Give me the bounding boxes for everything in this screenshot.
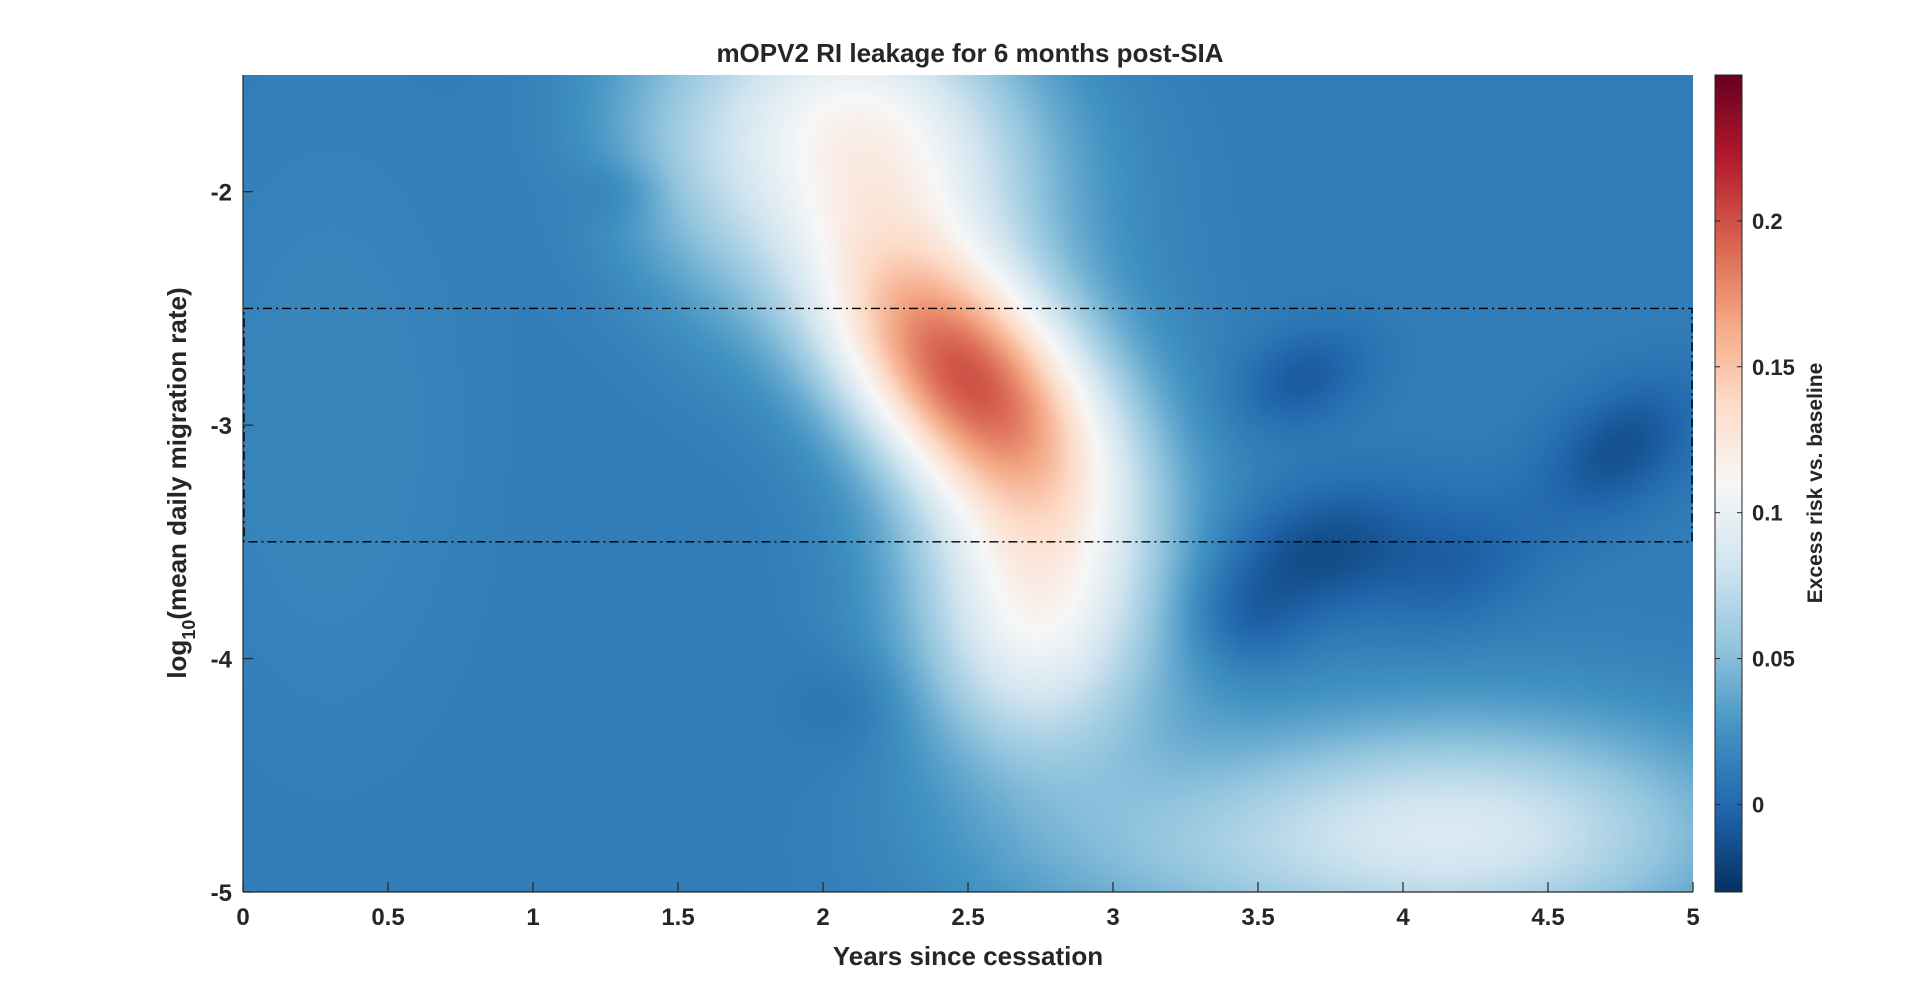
y-axis: -2 -3 -4 -5 bbox=[211, 75, 253, 907]
y-tick-label: -4 bbox=[211, 647, 233, 674]
x-tick-label: 0 bbox=[236, 904, 249, 931]
colorbar-tick-label: 0.1 bbox=[1752, 501, 1783, 526]
x-tick-label: 1 bbox=[526, 904, 539, 931]
x-tick-label: 5 bbox=[1686, 904, 1699, 931]
x-axis: 0 0.5 1 1.5 2 2.5 3 3.5 4 4.5 5 bbox=[236, 882, 1700, 931]
x-axis-label: Years since cessation bbox=[833, 941, 1103, 971]
x-tick-label: 2.5 bbox=[951, 904, 984, 931]
heatmap-surface bbox=[243, 75, 1693, 892]
y-axis-label-subscript: 10 bbox=[179, 620, 199, 640]
colorbar-tick-label: 0.15 bbox=[1752, 355, 1795, 380]
y-tick-label: -2 bbox=[211, 180, 232, 207]
colorbar-label: Excess risk vs. baseline bbox=[1804, 363, 1827, 604]
x-tick-label: 0.5 bbox=[371, 904, 404, 931]
x-tick-label: 1.5 bbox=[661, 904, 694, 931]
x-tick-label: 3.5 bbox=[1241, 904, 1274, 931]
y-tick-label: -5 bbox=[211, 880, 232, 907]
y-axis-label-log: log bbox=[162, 640, 192, 679]
x-tick-label: 2 bbox=[816, 904, 829, 931]
y-tick-label: -3 bbox=[211, 413, 232, 440]
highlight-box bbox=[243, 307, 1693, 543]
x-tick-label: 4 bbox=[1396, 904, 1410, 931]
x-tick-label: 3 bbox=[1106, 904, 1119, 931]
x-tick-label: 4.5 bbox=[1531, 904, 1564, 931]
y-axis-label: log10(mean daily migration rate) bbox=[162, 287, 199, 678]
colorbar-ticks: 0 0.05 0.1 0.15 0.2 bbox=[1715, 209, 1795, 817]
y-axis-label-tail: (mean daily migration rate) bbox=[162, 287, 192, 619]
chart-title: mOPV2 RI leakage for 6 months post-SIA bbox=[716, 38, 1223, 68]
colorbar-tick-label: 0 bbox=[1752, 792, 1764, 817]
colorbar-tick-label: 0.05 bbox=[1752, 647, 1795, 672]
colorbar bbox=[1714, 74, 1743, 893]
colorbar-tick-label: 0.2 bbox=[1752, 209, 1783, 234]
